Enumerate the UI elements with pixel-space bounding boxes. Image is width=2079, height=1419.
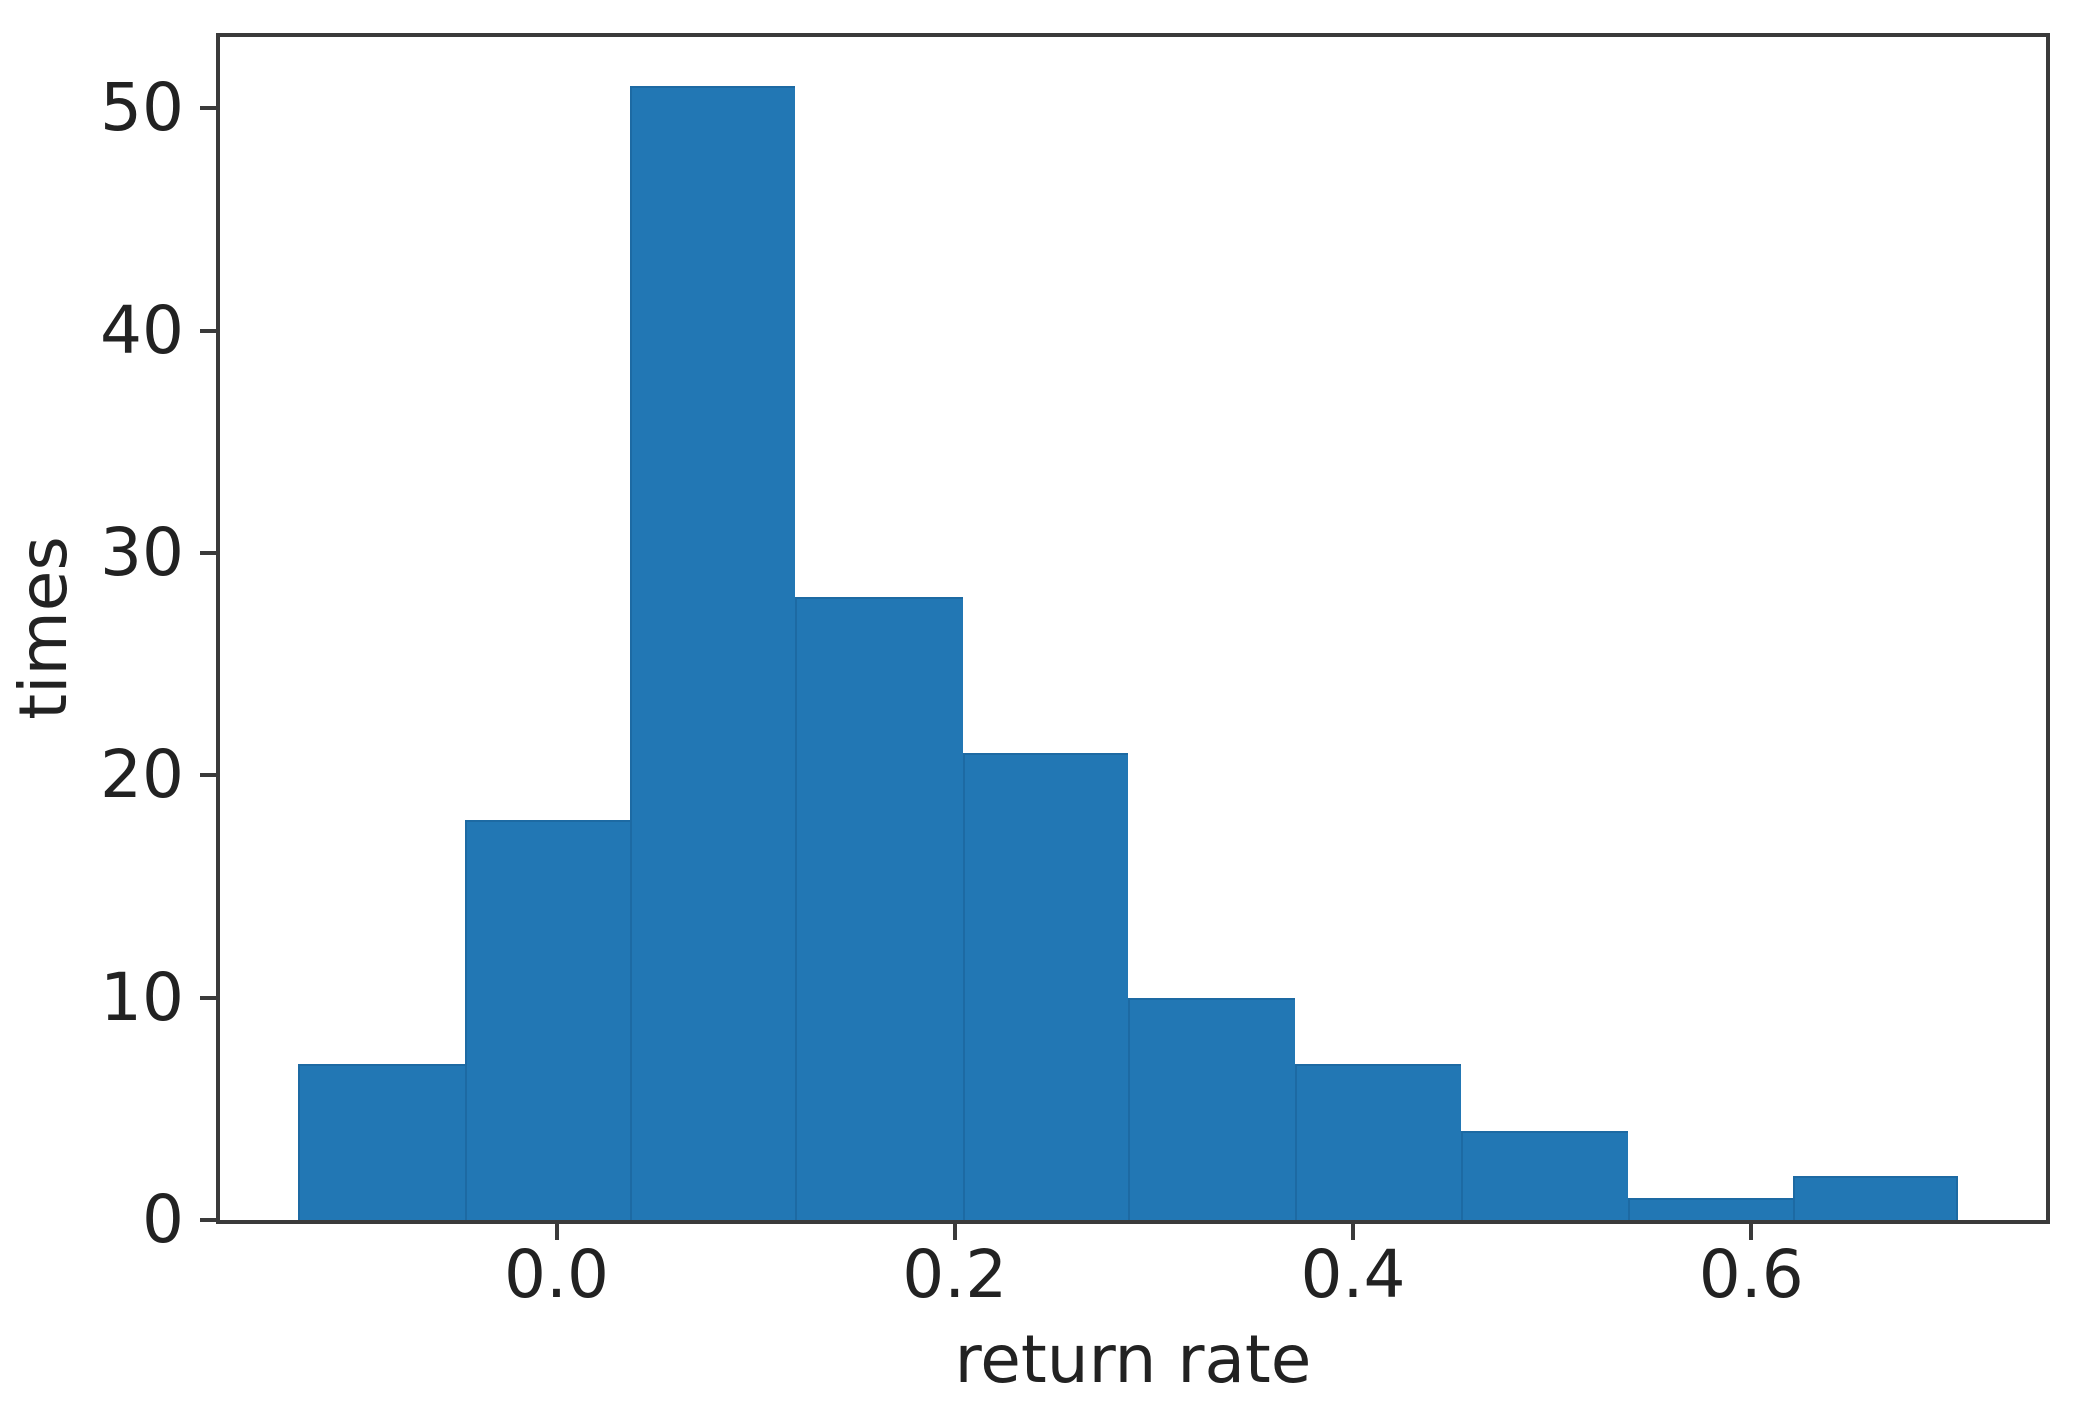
y-tick-mark bbox=[200, 773, 216, 778]
x-tick-label: 0.2 bbox=[902, 1236, 1008, 1313]
y-tick-mark bbox=[200, 550, 216, 555]
y-axis-label: times bbox=[5, 536, 82, 720]
y-tick-mark bbox=[200, 106, 216, 111]
histogram-bar bbox=[1793, 1175, 1959, 1220]
y-tick-label: 50 bbox=[100, 69, 184, 147]
histogram-bar bbox=[1627, 1197, 1794, 1220]
y-tick-mark bbox=[200, 995, 216, 1000]
x-tick-label: 0.6 bbox=[1698, 1236, 1804, 1313]
histogram-bar bbox=[795, 597, 963, 1220]
y-tick-label: 0 bbox=[142, 1181, 184, 1258]
y-tick-mark bbox=[200, 1218, 216, 1222]
histogram-bar bbox=[297, 1064, 465, 1220]
x-tick-mark bbox=[952, 1224, 957, 1240]
histogram-bar bbox=[1295, 1064, 1461, 1220]
histogram-bar bbox=[630, 85, 796, 1220]
y-tick-label: 10 bbox=[100, 958, 184, 1036]
histogram-bar bbox=[464, 819, 631, 1220]
y-tick-mark bbox=[200, 328, 216, 333]
x-tick-mark bbox=[1749, 1224, 1754, 1240]
bars-layer bbox=[220, 37, 2046, 1220]
plot-area: 0.0 0.2 0.4 0.6 0 10 20 30 40 50 return rate bbox=[100, 33, 2050, 1396]
y-tick-label: 30 bbox=[100, 513, 184, 591]
x-tick-label: 0.4 bbox=[1300, 1236, 1406, 1313]
y-tick-label: 40 bbox=[100, 291, 184, 369]
x-axis-label: return rate bbox=[954, 1321, 1312, 1398]
y-tick-label: 20 bbox=[100, 736, 184, 814]
x-tick-label: 0.0 bbox=[504, 1236, 609, 1313]
histogram-bar bbox=[1460, 1131, 1628, 1220]
histogram-bar bbox=[1128, 997, 1296, 1220]
ticks-layer: 0.0 0.2 0.4 0.6 0 10 20 30 40 50 bbox=[100, 37, 2046, 1308]
x-tick-mark bbox=[554, 1224, 559, 1240]
histogram-bar bbox=[962, 753, 1128, 1220]
x-tick-mark bbox=[1351, 1224, 1356, 1240]
